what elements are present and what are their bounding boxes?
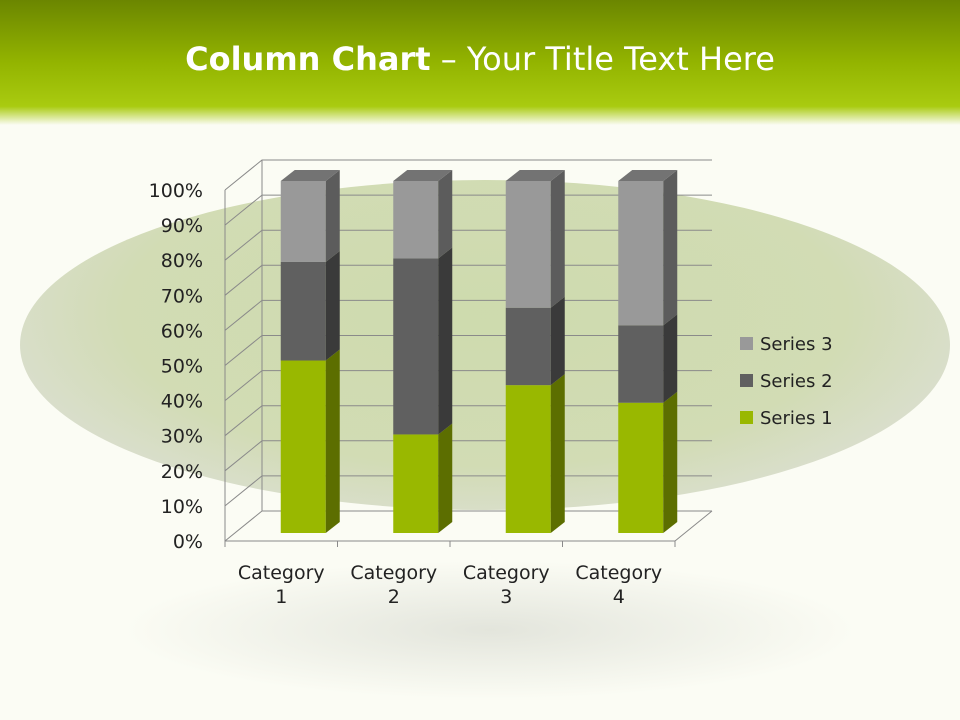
bar-front-series-3 — [618, 181, 664, 326]
bar-side — [550, 296, 565, 386]
y-tick-label: 0% — [173, 531, 203, 553]
legend-swatch — [740, 411, 753, 424]
category-label: Category 3 — [463, 562, 550, 608]
y-tick-label: 100% — [149, 180, 203, 202]
y-tick-label: 60% — [161, 320, 203, 342]
bar-front-series-2 — [393, 258, 439, 435]
y-tick-label: 30% — [161, 426, 203, 448]
bar-side — [550, 374, 565, 533]
bar-side — [663, 391, 678, 533]
legend-label: Series 3 — [760, 334, 833, 355]
bar-side — [550, 170, 565, 308]
bar-front-series-1 — [280, 360, 326, 533]
legend-label: Series 2 — [760, 371, 833, 392]
y-tick-label: 80% — [161, 250, 203, 272]
legend-swatch — [740, 337, 753, 350]
category-label: Category 4 — [575, 562, 662, 608]
bar-side — [438, 247, 453, 435]
y-tick-label: 50% — [161, 356, 203, 378]
legend-label: Series 1 — [760, 408, 833, 429]
bar-front-series-2 — [280, 261, 326, 361]
bar-front-series-3 — [280, 181, 326, 262]
slide-title: Column Chart – Your Title Text Here — [0, 40, 960, 78]
island-shadow — [120, 560, 860, 700]
legend-swatch — [740, 374, 753, 387]
title-rest: – Your Title Text Here — [430, 40, 775, 78]
bar-side — [438, 170, 453, 259]
bar-side — [325, 170, 340, 262]
bar-front-series-1 — [618, 402, 664, 533]
bar-top — [618, 170, 678, 181]
y-tick-label: 10% — [161, 496, 203, 518]
y-tick-label: 70% — [161, 285, 203, 307]
bar-top — [280, 170, 340, 181]
title-bold: Column Chart — [185, 40, 431, 78]
bar-side — [438, 423, 453, 533]
bar-front-series-3 — [393, 181, 439, 259]
bar-front-series-3 — [505, 181, 551, 308]
bar-side — [325, 250, 340, 361]
bar-top — [505, 170, 565, 181]
y-tick-label: 40% — [161, 391, 203, 413]
category-label: Category 1 — [238, 562, 325, 608]
bar-side — [663, 314, 678, 403]
grass-island-background — [20, 180, 950, 510]
category-label: Category 2 — [350, 562, 437, 608]
bar-front-series-2 — [618, 325, 664, 403]
bar-side — [663, 170, 678, 326]
bar-front-series-1 — [393, 434, 439, 533]
title-banner — [0, 0, 960, 125]
y-tick-label: 90% — [161, 215, 203, 237]
bar-top — [393, 170, 453, 181]
bar-front-series-2 — [505, 307, 551, 386]
y-tick-label: 20% — [161, 461, 203, 483]
bar-side — [325, 349, 340, 533]
bar-front-series-1 — [505, 385, 551, 533]
